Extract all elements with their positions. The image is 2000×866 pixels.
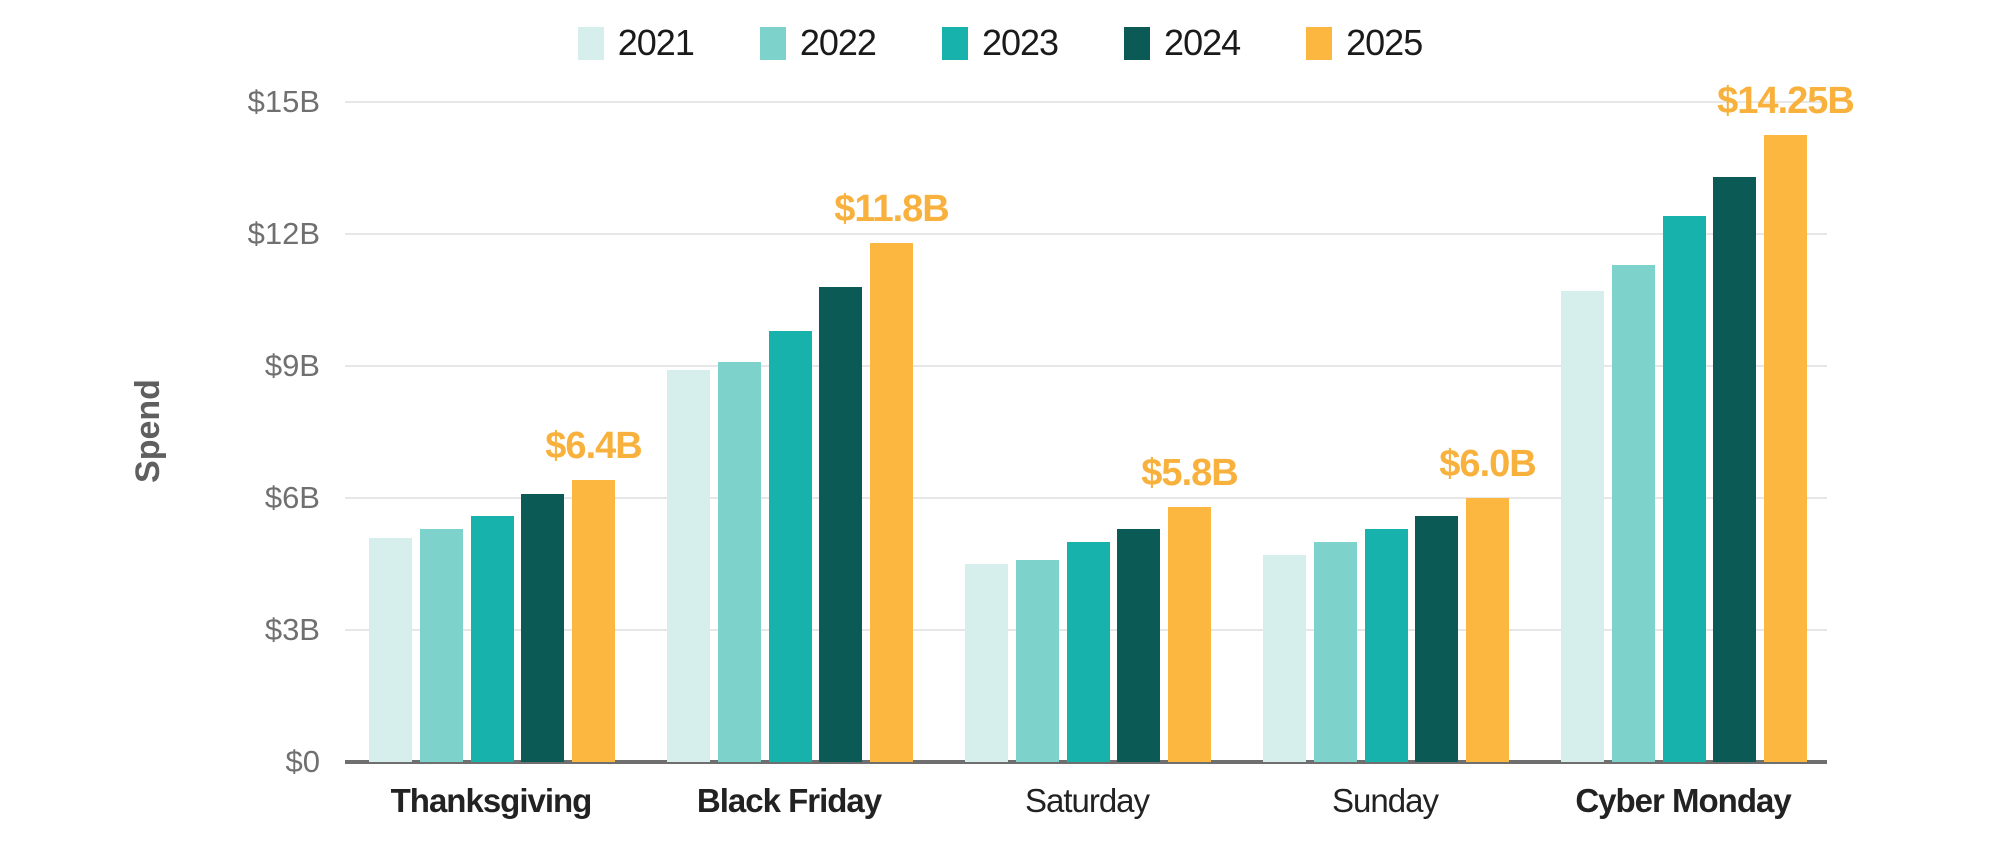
bar-2023-cyber-monday bbox=[1663, 216, 1706, 762]
legend-label: 2022 bbox=[799, 22, 877, 63]
legend-swatch-2022 bbox=[759, 26, 786, 60]
gridline bbox=[345, 365, 1827, 367]
x-axis-label-saturday: Saturday bbox=[1024, 782, 1150, 819]
data-label-2025-black-friday: $11.8B bbox=[834, 188, 949, 230]
bar-2021-black-friday bbox=[667, 370, 710, 762]
bar-2021-thanksgiving bbox=[369, 538, 412, 762]
bar-2022-saturday bbox=[1016, 560, 1059, 762]
gridline bbox=[345, 497, 1827, 499]
legend-label: 2023 bbox=[981, 22, 1059, 63]
bar-2023-thanksgiving bbox=[471, 516, 514, 762]
legend-label: 2024 bbox=[1164, 22, 1241, 63]
legend-label: 2021 bbox=[617, 22, 695, 63]
legend-swatch-2023 bbox=[941, 26, 968, 60]
data-label-2025-sunday: $6.0B bbox=[1439, 443, 1536, 485]
x-axis-line bbox=[345, 760, 1827, 764]
y-tick-label: $3B bbox=[264, 612, 320, 647]
bar-2025-cyber-monday bbox=[1764, 135, 1807, 762]
legend-swatch-2021 bbox=[577, 26, 604, 60]
legend-item-2023: 2023 bbox=[941, 22, 1059, 64]
bar-2025-sunday bbox=[1466, 498, 1509, 762]
bar-2025-saturday bbox=[1168, 507, 1211, 762]
bar-2022-cyber-monday bbox=[1612, 265, 1655, 762]
legend-item-2024: 2024 bbox=[1124, 22, 1241, 64]
legend-item-2022: 2022 bbox=[759, 22, 877, 64]
chart-legend: 2021 2022 2023 2024 2025 bbox=[0, 22, 2000, 64]
legend-label: 2025 bbox=[1346, 22, 1423, 63]
bar-2025-thanksgiving bbox=[572, 480, 615, 762]
x-axis-label-sunday: Sunday bbox=[1332, 782, 1439, 819]
bar-2022-sunday bbox=[1314, 542, 1357, 762]
legend-swatch-2025 bbox=[1306, 26, 1333, 60]
plot-area: $6.4B $11.8B $5.8B $6.0B $14.25B bbox=[345, 80, 1855, 764]
bar-2022-thanksgiving bbox=[420, 529, 463, 762]
legend-swatch-2024 bbox=[1124, 26, 1151, 60]
y-tick-label: $6B bbox=[264, 480, 320, 515]
legend-item-2021: 2021 bbox=[577, 22, 695, 64]
bar-2025-black-friday bbox=[870, 243, 913, 762]
bar-2024-saturday bbox=[1117, 529, 1160, 762]
bar-2021-cyber-monday bbox=[1561, 291, 1604, 762]
x-axis-label-cyber-monday: Cyber Monday bbox=[1575, 782, 1791, 819]
bar-2023-black-friday bbox=[769, 331, 812, 762]
y-tick-label: $9B bbox=[264, 348, 320, 383]
bar-2024-black-friday bbox=[819, 287, 862, 762]
bar-2022-black-friday bbox=[718, 362, 761, 762]
bar-2024-cyber-monday bbox=[1713, 177, 1756, 762]
y-tick-label: $12B bbox=[247, 216, 320, 251]
x-axis-label-thanksgiving: Thanksgiving bbox=[390, 782, 593, 819]
data-label-2025-thanksgiving: $6.4B bbox=[545, 425, 642, 467]
bar-2024-thanksgiving bbox=[521, 494, 564, 762]
data-label-2025-saturday: $5.8B bbox=[1141, 452, 1238, 494]
gridline bbox=[345, 101, 1827, 103]
bar-2023-sunday bbox=[1365, 529, 1408, 762]
y-tick-label: $15B bbox=[247, 84, 320, 119]
bar-2023-saturday bbox=[1067, 542, 1110, 762]
gridline bbox=[345, 233, 1827, 235]
y-tick-label: $0 bbox=[285, 744, 320, 779]
data-label-2025-cyber-monday: $14.25B bbox=[1717, 80, 1855, 122]
bar-2021-sunday bbox=[1263, 555, 1306, 762]
bar-2021-saturday bbox=[965, 564, 1008, 762]
legend-item-2025: 2025 bbox=[1306, 22, 1423, 64]
bar-2024-sunday bbox=[1415, 516, 1458, 762]
x-axis-label-black-friday: Black Friday bbox=[696, 782, 882, 819]
